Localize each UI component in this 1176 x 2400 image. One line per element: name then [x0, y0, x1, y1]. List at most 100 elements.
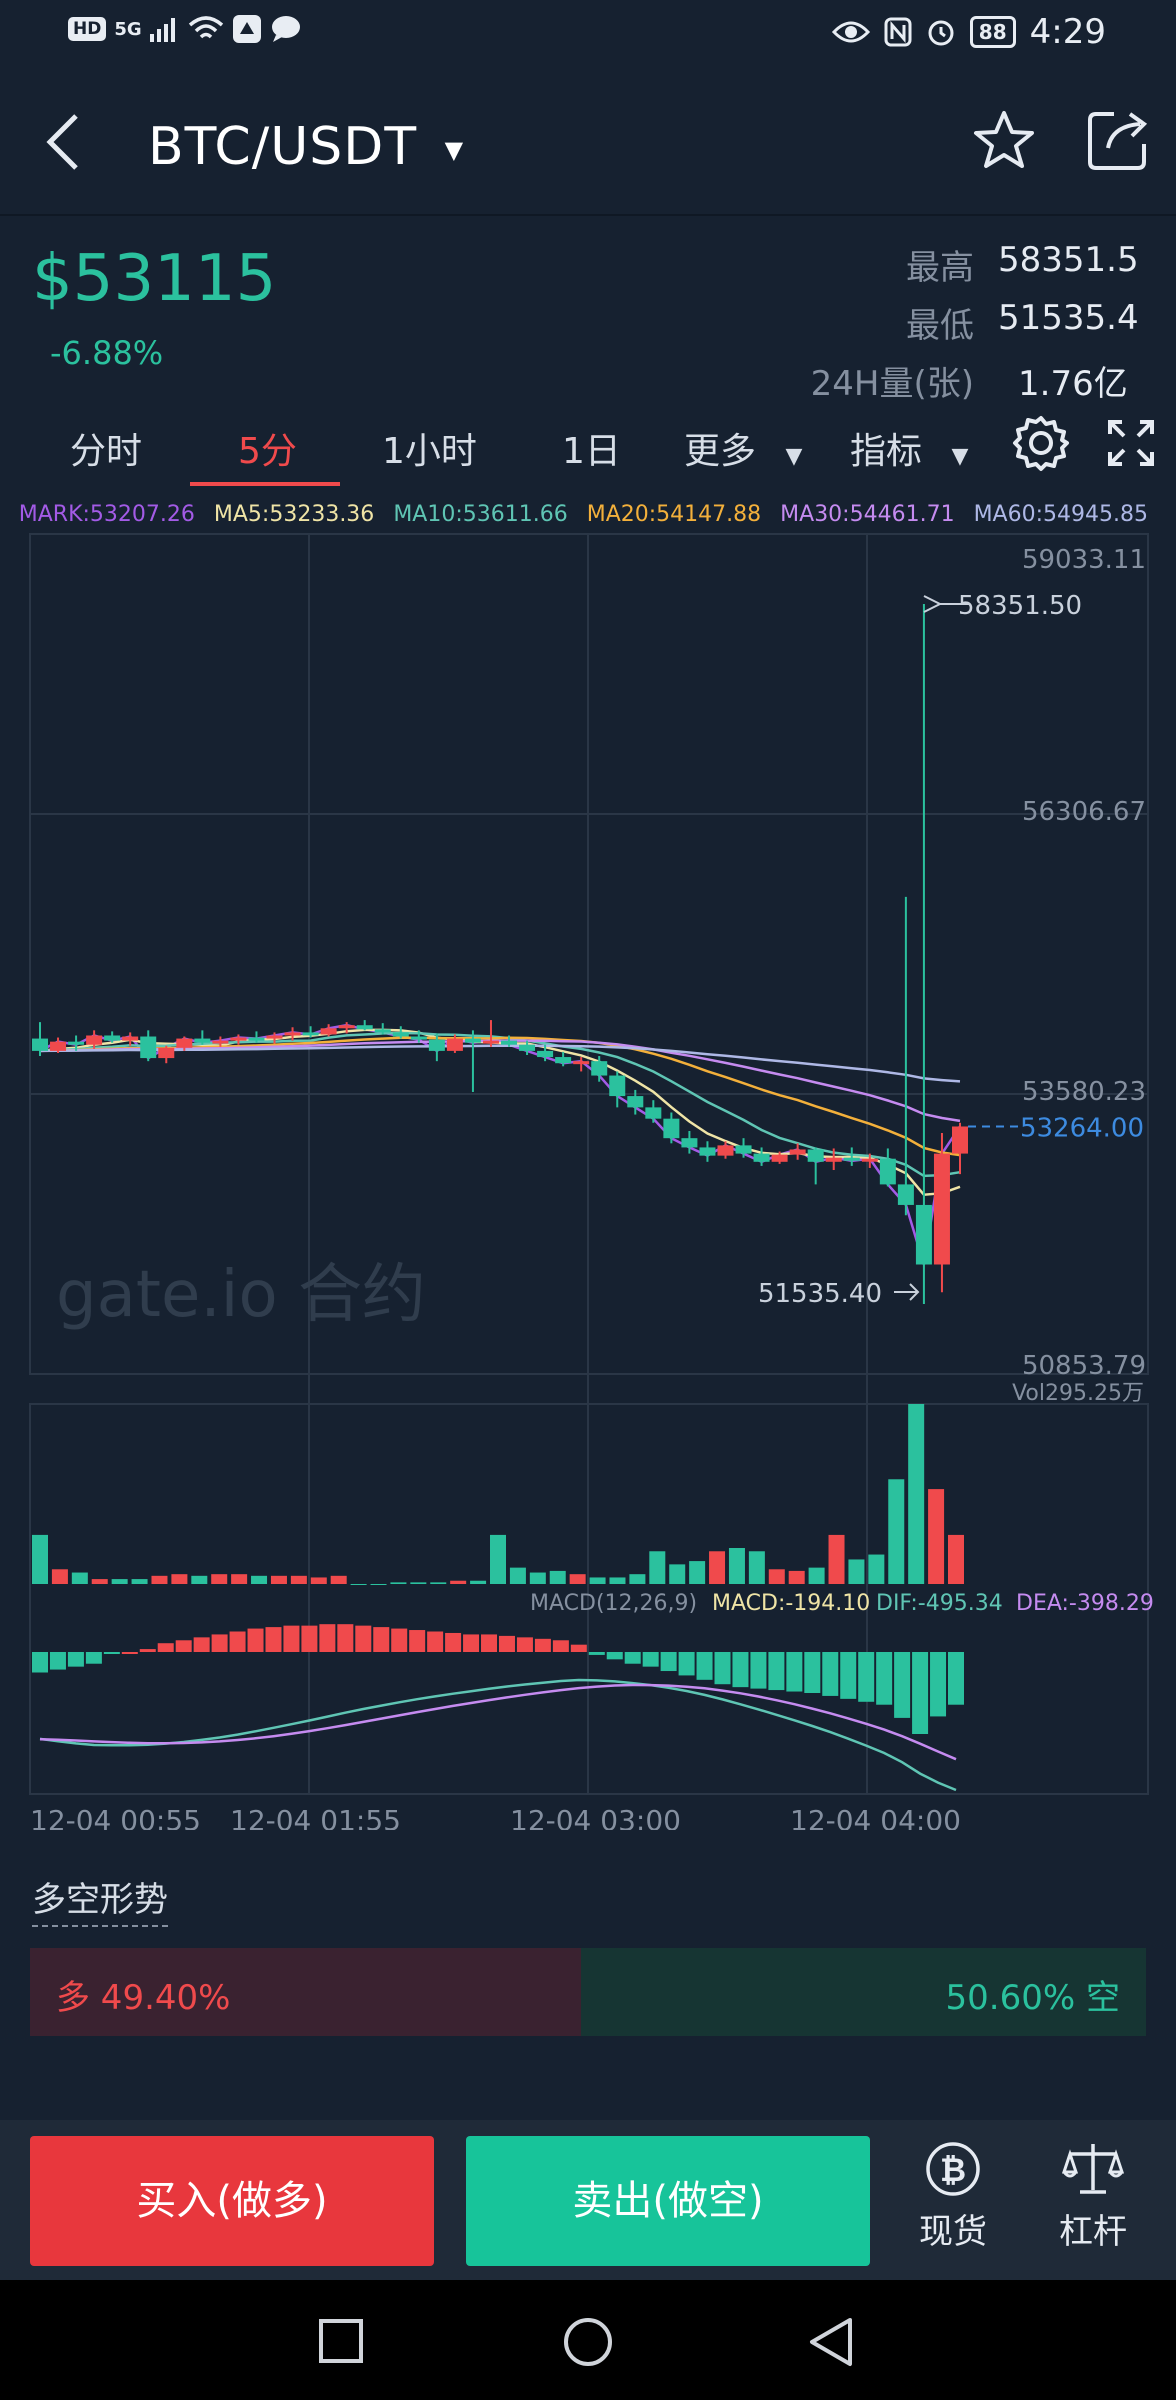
macd-histogram-bar: [624, 1652, 641, 1664]
ma60-line: [39, 1044, 961, 1083]
mark-price-line: [39, 1023, 962, 1265]
nfc-icon: [884, 17, 912, 47]
share-icon[interactable]: [1086, 108, 1150, 172]
recents-icon[interactable]: [318, 2318, 364, 2364]
pair-selector[interactable]: BTC/USDT ▼: [148, 117, 464, 177]
macd-histogram-bar: [391, 1628, 408, 1652]
candle-body: [356, 1025, 373, 1030]
candle-body: [68, 1041, 85, 1045]
candle-body: [122, 1036, 139, 1041]
back-icon[interactable]: [806, 2316, 856, 2368]
scale-icon: [1062, 2144, 1124, 2194]
volume-bar: [569, 1574, 586, 1584]
tab-1d[interactable]: 1日: [562, 431, 621, 472]
candle-body: [248, 1037, 265, 1041]
chevron-left-icon[interactable]: [42, 110, 86, 174]
volume-bar: [768, 1569, 785, 1584]
trend-title[interactable]: 多空形势: [32, 1872, 168, 1927]
volume-bar: [788, 1570, 805, 1584]
dif-line: [39, 1678, 957, 1792]
tab-5m[interactable]: 5分: [238, 431, 297, 472]
volume-bar: [888, 1479, 905, 1584]
home-icon[interactable]: [562, 2316, 614, 2368]
tab-indicators-label: 指标: [850, 431, 923, 472]
price-markers: 58351.50 51535.40 53264.00: [758, 591, 1144, 1309]
active-tab-indicator: [190, 482, 340, 486]
candle-body: [627, 1096, 644, 1108]
candle-body: [825, 1157, 842, 1162]
time-axis-label: 12-04 03:00: [510, 1804, 681, 1830]
candle-body: [140, 1036, 157, 1059]
short-ratio: 50.60% 空: [945, 1978, 1120, 2018]
svg-text:₿: ₿: [940, 2151, 966, 2189]
chart-watermark: gate.io 合约: [56, 1258, 426, 1332]
header: BTC/USDT ▼: [0, 70, 1176, 216]
volume-bar: [151, 1575, 168, 1584]
candle-body: [158, 1047, 175, 1059]
legend-mark: MARK:53207.26: [18, 502, 195, 527]
status-bar: HD 5G 88 4:29: [0, 0, 1176, 70]
short-segment: [581, 1948, 1146, 2036]
macd-histogram-bar: [858, 1652, 875, 1702]
candle-body: [915, 1204, 932, 1265]
sell-short-button[interactable]: 卖出(做空): [466, 2136, 870, 2266]
macd-histogram-bar: [85, 1652, 102, 1664]
spot-button[interactable]: ₿ 现货: [893, 2140, 1013, 2253]
star-icon[interactable]: [972, 108, 1036, 172]
candle-body: [519, 1044, 536, 1051]
volume-bar: [410, 1582, 427, 1584]
macd-histogram-bar: [876, 1652, 893, 1705]
legend-ma20: MA20:54147.88: [586, 502, 762, 527]
long-ratio: 多 49.40%: [56, 1978, 231, 2018]
macd-histogram-bar: [732, 1652, 749, 1688]
candle-body: [212, 1040, 229, 1044]
volume-bar: [848, 1559, 865, 1584]
high-label: 最高: [906, 248, 974, 288]
network-type: 5G: [114, 18, 142, 40]
last-price: $53115: [32, 242, 277, 316]
volume-bar: [709, 1551, 726, 1584]
long-short-bar: 多 49.40% 50.60% 空: [30, 1948, 1146, 2036]
macd-histogram-bar: [534, 1638, 551, 1652]
candle-body: [482, 1040, 499, 1044]
volume-bar: [290, 1575, 307, 1584]
candle-body: [897, 1184, 914, 1205]
volume-bar: [549, 1570, 566, 1584]
macd-histogram-bar: [409, 1630, 426, 1652]
tab-1h[interactable]: 1小时: [382, 431, 477, 472]
macd-histogram-bar: [948, 1652, 964, 1705]
clock: 4:29: [1029, 12, 1106, 52]
macd-histogram-bar: [498, 1635, 515, 1652]
tab-more[interactable]: 更多 ▼: [684, 422, 802, 474]
tab-indicators[interactable]: 指标 ▼: [850, 422, 968, 474]
action-bar: 买入(做多) 卖出(做空) ₿ 现货 杠杆: [0, 2120, 1176, 2280]
macd-histogram-bar: [750, 1652, 767, 1689]
macd-histogram-bar: [32, 1652, 48, 1673]
macd-histogram-bar: [67, 1652, 84, 1667]
buy-long-button[interactable]: 买入(做多): [30, 2136, 434, 2266]
ma20-line: [39, 1036, 961, 1157]
bitcoin-icon: ₿: [926, 2142, 980, 2196]
macd-histogram-bar: [175, 1640, 192, 1652]
candle-body: [861, 1158, 878, 1162]
volume-bar: [728, 1548, 745, 1584]
margin-button[interactable]: 杠杆: [1033, 2140, 1153, 2253]
macd-histogram-bar: [912, 1652, 929, 1734]
time-axis: 12-04 00:55 12-04 01:55 12-04 03:00 12-04 0…: [30, 1804, 961, 1830]
kline-chart[interactable]: gate.io 合约 59033.11 56306.67 53580.23 50853…: [0, 530, 1176, 1830]
fullscreen-icon[interactable]: [1106, 418, 1156, 468]
volume-bar: [91, 1579, 108, 1584]
volume-bar: [430, 1582, 447, 1584]
message-icon: [271, 16, 300, 42]
app-notification-icon: [232, 15, 261, 43]
volume-label: Vol295.25万: [1012, 1381, 1144, 1406]
volume-bar: [649, 1551, 666, 1584]
gear-icon[interactable]: [1012, 414, 1070, 472]
price-axis-labels: 59033.11 56306.67 53580.23 50853.79: [1022, 545, 1146, 1381]
volume-bars: Vol295.25万: [32, 1381, 1144, 1585]
ma-legend: MARK:53207.26 MA5:53233.36 MA10:53611.66…: [0, 502, 1148, 527]
macd-legend-text: MACD(12,26,9): [530, 1591, 697, 1616]
volume-bar: [231, 1574, 248, 1584]
tab-timeshare[interactable]: 分时: [70, 431, 143, 472]
price-axis-label: 50853.79: [1022, 1351, 1146, 1381]
